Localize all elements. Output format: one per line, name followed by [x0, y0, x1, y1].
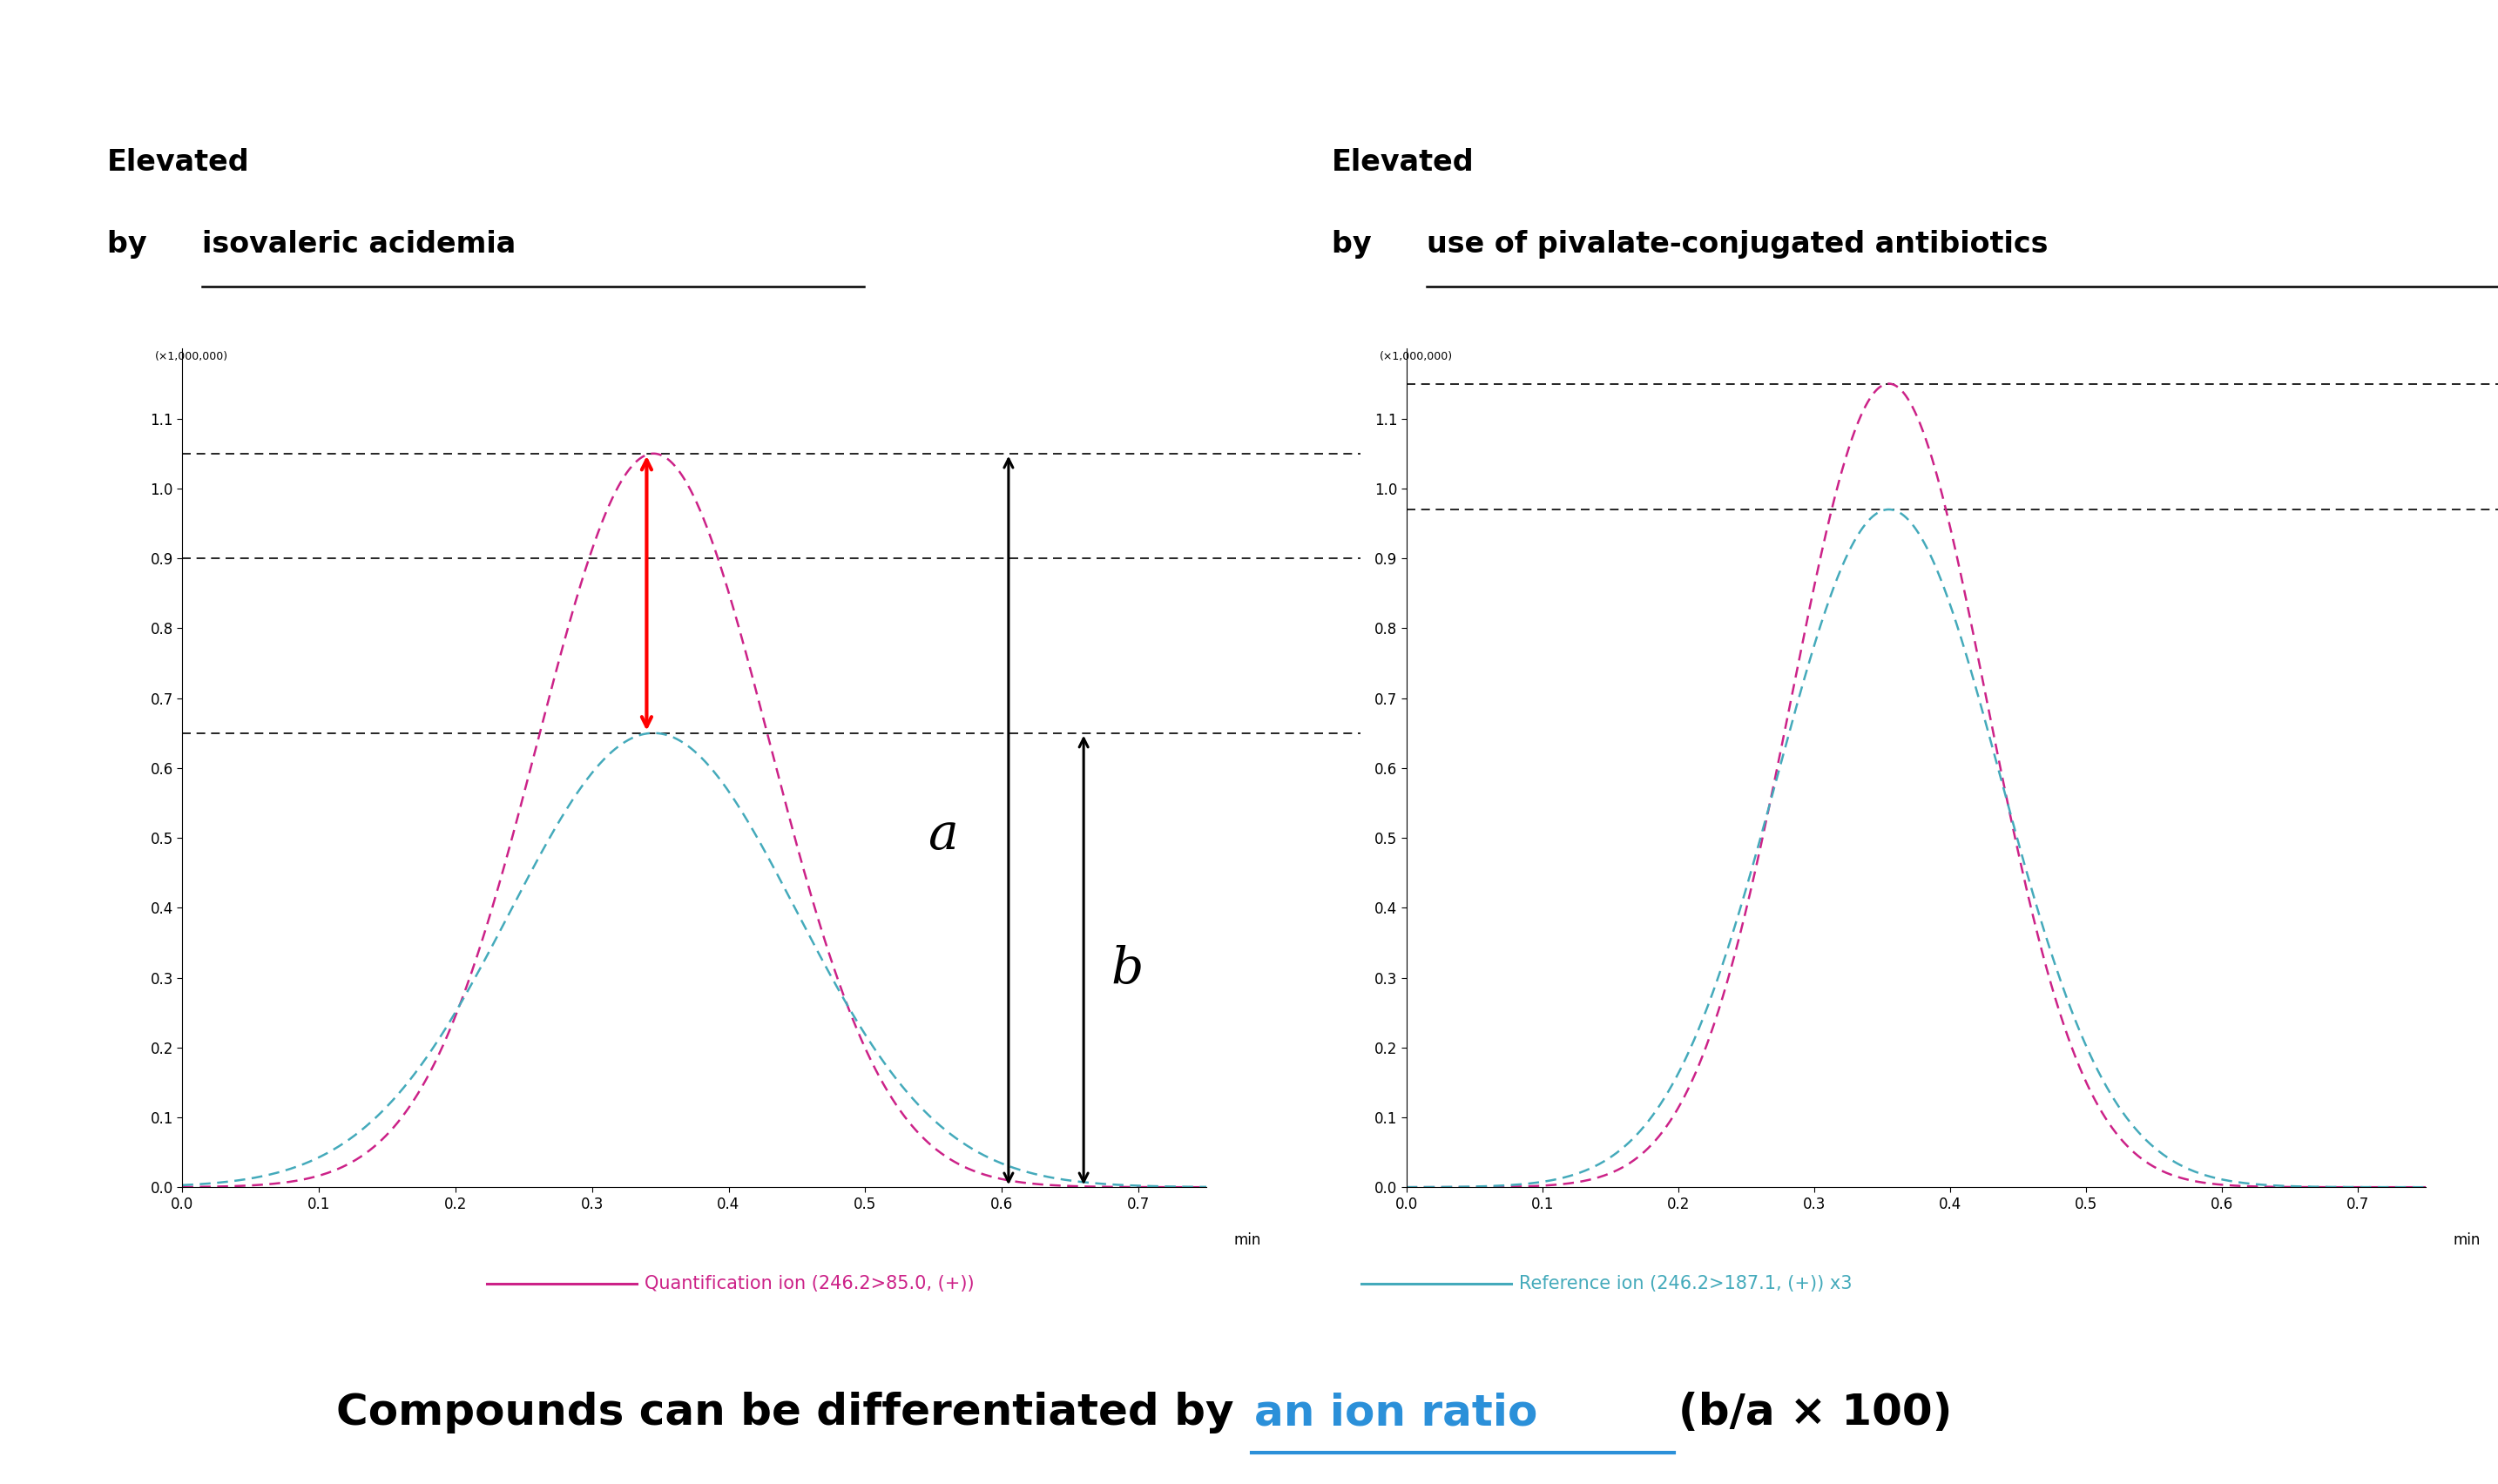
Text: min: min [2453, 1233, 2481, 1248]
Text: Pivaloyl Carnitine (p-C5): Pivaloyl Carnitine (p-C5) [1616, 67, 2113, 104]
Text: Quantification ion (246.2>85.0, (+)): Quantification ion (246.2>85.0, (+)) [644, 1275, 974, 1293]
Text: isovaleric acidemia: isovaleric acidemia [202, 230, 517, 258]
Text: use of pivalate-conjugated antibiotics: use of pivalate-conjugated antibiotics [1426, 230, 2048, 258]
Text: Isovaleryl Carnitine (i-C5): Isovaleryl Carnitine (i-C5) [382, 67, 904, 104]
Text: by: by [1331, 230, 1381, 258]
Text: b: b [1112, 945, 1144, 994]
Text: (×1,000,000): (×1,000,000) [1379, 352, 1451, 362]
Text: Elevated: Elevated [107, 148, 250, 177]
Text: Compounds can be differentiated by: Compounds can be differentiated by [337, 1392, 1249, 1434]
Text: a: a [927, 810, 959, 859]
Text: (×1,000,000): (×1,000,000) [155, 352, 227, 362]
Text: min: min [1234, 1233, 1261, 1248]
Text: (b/a × 100): (b/a × 100) [1679, 1392, 1953, 1434]
Text: Elevated: Elevated [1331, 148, 1474, 177]
Text: Reference ion (246.2>187.1, (+)) x3: Reference ion (246.2>187.1, (+)) x3 [1519, 1275, 1851, 1293]
Text: by: by [107, 230, 157, 258]
Text: an ion ratio: an ion ratio [1254, 1392, 1554, 1434]
